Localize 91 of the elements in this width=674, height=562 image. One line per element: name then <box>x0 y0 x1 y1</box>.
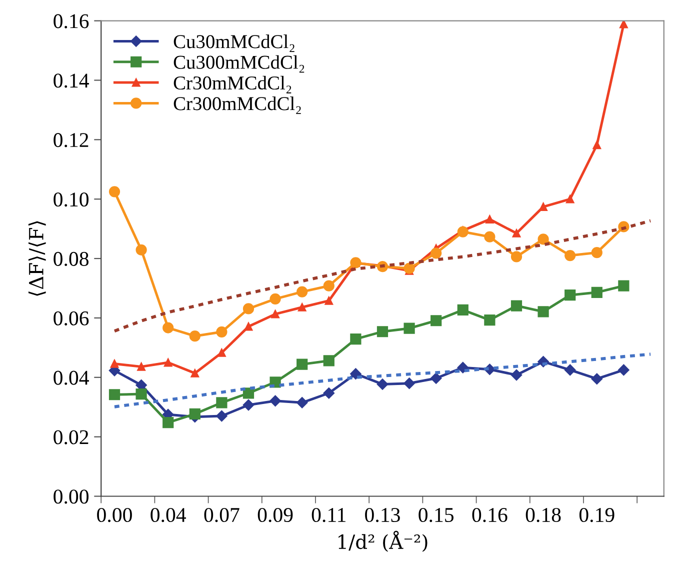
point <box>404 262 415 274</box>
point <box>564 290 576 301</box>
y-tick-label: 0.12 <box>54 133 88 148</box>
x-tick-label: 0.18 <box>526 508 561 522</box>
y-tick-label: 0.06 <box>54 311 89 326</box>
point <box>136 388 147 400</box>
y-tick-label: 0.00 <box>54 490 88 504</box>
point <box>216 397 228 408</box>
point <box>323 355 334 366</box>
point <box>457 304 468 316</box>
point <box>457 226 468 238</box>
x-tick-label: 0.13 <box>365 508 400 522</box>
point <box>591 247 602 258</box>
point <box>620 20 628 28</box>
point <box>564 250 576 262</box>
point <box>618 280 630 292</box>
point <box>404 322 415 334</box>
point <box>218 348 226 357</box>
point <box>190 369 200 378</box>
point <box>404 378 415 389</box>
x-tick-label: 0.16 <box>472 508 508 522</box>
point <box>510 251 522 262</box>
point <box>376 378 388 390</box>
y-tick-label: 0.10 <box>54 192 88 207</box>
point <box>296 286 308 298</box>
line-series <box>112 219 652 333</box>
point <box>324 296 334 305</box>
point <box>162 322 174 334</box>
x-tick-label: 0.09 <box>258 508 293 522</box>
point <box>136 244 147 256</box>
point <box>270 293 281 304</box>
point <box>242 399 254 411</box>
x-tick-label: 0.04 <box>150 508 186 522</box>
point <box>323 280 334 292</box>
point <box>618 364 630 376</box>
point <box>162 416 174 428</box>
point <box>216 326 228 338</box>
point <box>539 202 548 211</box>
point <box>271 310 280 318</box>
point <box>298 303 306 312</box>
point <box>512 229 521 238</box>
y-tick-label: 0.08 <box>54 252 88 266</box>
y-tick-label: 0.04 <box>54 370 89 385</box>
legend-label: Cu300mMCdCl₂ <box>174 55 304 73</box>
point <box>591 286 602 298</box>
x-tick-label: 0.15 <box>418 508 454 522</box>
point <box>189 330 200 342</box>
x-tick-label: 0.11 <box>312 508 346 522</box>
point <box>189 408 200 420</box>
point <box>510 369 522 381</box>
line-series <box>112 352 652 408</box>
point <box>484 314 496 326</box>
point <box>430 372 442 384</box>
y-tick-label: 0.14 <box>54 74 89 88</box>
legend-label: Cu30mMCdCl₂ <box>174 34 294 52</box>
point <box>242 303 254 314</box>
point <box>296 358 308 370</box>
point <box>591 373 602 384</box>
point <box>110 360 119 368</box>
y-tick-label: 0.16 <box>54 14 89 28</box>
point <box>510 300 522 312</box>
point <box>486 215 494 224</box>
point <box>538 234 549 245</box>
legend-label: Cr30mMCdCl₂ <box>174 76 292 94</box>
x-tick-label: 0.19 <box>579 508 614 522</box>
point <box>244 322 253 331</box>
point <box>592 140 602 150</box>
point <box>484 231 496 242</box>
point <box>538 306 549 318</box>
x-tick-label: 0.00 <box>97 508 132 522</box>
point <box>376 326 388 338</box>
point <box>164 358 172 367</box>
point <box>350 368 362 380</box>
x-axis-title: 1/d² (Å⁻²) <box>338 530 428 552</box>
point <box>350 333 362 345</box>
legend-label: Cr300mMCdCl₂ <box>174 96 301 114</box>
point <box>137 362 146 371</box>
point <box>564 364 576 376</box>
point <box>430 315 442 326</box>
point <box>323 388 334 399</box>
point <box>457 362 468 374</box>
point <box>430 248 442 259</box>
point <box>270 395 281 406</box>
point <box>108 389 120 400</box>
y-axis-title: ⟨ΔF⟩/⟨F⟩ <box>28 221 46 296</box>
point <box>216 410 228 422</box>
point <box>566 194 574 204</box>
point <box>108 186 120 198</box>
x-tick-label: 0.07 <box>204 508 240 522</box>
point <box>296 397 308 408</box>
y-tick-label: 0.02 <box>54 430 88 444</box>
